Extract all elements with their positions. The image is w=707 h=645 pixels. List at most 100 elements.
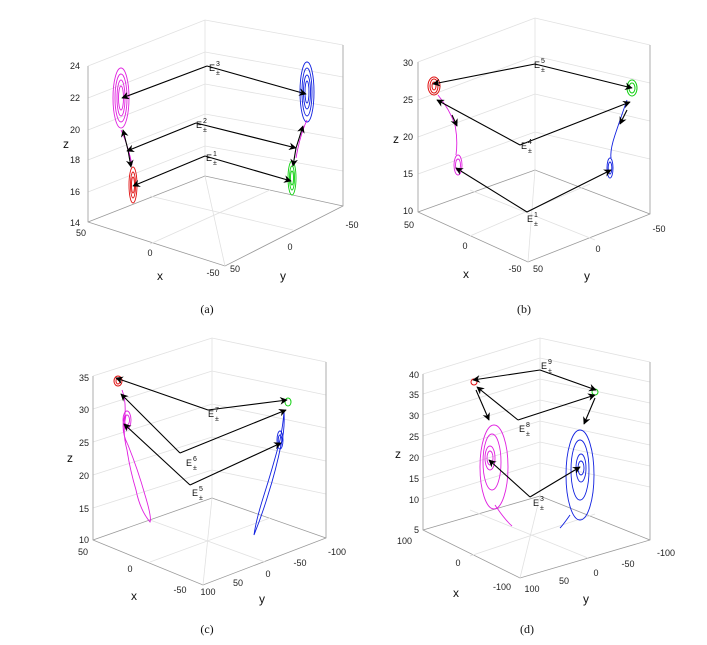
svg-text:±: ± [528,148,532,155]
svg-text:±: ± [216,70,220,77]
panel-c-ytick: 100 [200,587,215,597]
svg-text:E: E [208,409,214,419]
panel-a-ytick: 50 [230,264,240,274]
panel-c-attractor-green [284,397,292,407]
panel-c-ytick: 50 [233,578,243,588]
panel-d: 40 35 30 25 20 15 10 5 100 0 -100 -100 -… [395,337,675,636]
panel-d-eq-label: E 9 ± [541,359,552,375]
panel-a-xlabel: x [157,269,163,283]
svg-text:±: ± [541,67,545,74]
panel-a-ytick: 0 [287,242,292,252]
panel-a-box [87,19,344,267]
svg-text:4: 4 [528,139,532,146]
panel-d-ztick: 25 [409,432,419,442]
panel-c-box [92,337,327,586]
panel-d-ytick: -50 [621,559,634,569]
panel-b-ztick: 10 [403,206,413,216]
svg-text:±: ± [203,127,207,134]
svg-text:±: ± [199,495,203,502]
svg-text:E: E [534,60,540,70]
svg-text:E: E [206,153,212,163]
panel-b-zlabel: z [393,132,399,146]
panel-a-ztick: 22 [70,93,80,103]
panel-c-xlabel: x [131,589,137,603]
svg-text:E: E [196,120,202,130]
panel-b-ztick: 25 [403,95,413,105]
panel-d-zlabel: z [395,447,401,461]
svg-text:E: E [527,214,533,224]
panel-a-caption: (a) [200,302,213,316]
panel-d-ztick: 5 [414,525,419,535]
svg-text:2: 2 [203,118,207,125]
panel-d-xtick: -100 [493,582,511,592]
panel-d-xtick: 100 [397,536,412,546]
svg-text:±: ± [548,368,552,375]
panel-a-ztick: 16 [70,187,80,197]
panel-a-ylabel: y [280,269,286,283]
panel-d-ztick: 30 [409,411,419,421]
panel-c-eq-label: E 5 ± [192,486,203,502]
panel-b-ytick: 50 [533,264,543,274]
panel-c-ytick: -100 [328,547,346,557]
panel-d-ztick: 20 [409,453,419,463]
svg-text:±: ± [215,416,219,423]
panel-b-ztick: 30 [403,58,413,68]
panel-c-xtick: 0 [127,564,132,574]
panel-c-eq-label: E 6 ± [186,456,197,472]
svg-text:E: E [533,498,539,508]
panel-a-zlabel: z [63,137,69,151]
panel-a-xtick: 50 [76,228,86,238]
panel-d-ztick: 15 [409,474,419,484]
panel-c-xtick: 50 [78,547,88,557]
panel-a-ztick: 24 [70,61,80,71]
panel-a-xtick: 0 [147,248,152,258]
panel-a-ytick: -50 [345,220,358,230]
panel-c-attractor-red [113,375,123,387]
panel-d-attractor-blue [559,429,595,529]
svg-text:±: ± [193,465,197,472]
panel-c-ytick: 0 [265,569,270,579]
panel-d-box [422,337,651,579]
panel-b-eq-label: E 5 ± [534,58,545,74]
svg-text:1: 1 [213,151,217,158]
panel-b-caption: (b) [517,302,531,316]
panel-d-ylabel: y [583,592,589,606]
panel-b-attractor-blue [606,99,628,179]
svg-text:E: E [521,141,527,151]
panel-d-xtick: 0 [455,558,460,568]
panel-d-ytick: 100 [524,584,539,594]
panel-a-attractor-green [287,160,297,196]
panel-a: 24 22 20 18 16 14 50 0 -50 -50 0 50 z x … [63,19,359,316]
panel-a-ztick: 18 [70,155,80,165]
panel-b-ytick: -50 [652,224,665,234]
panel-a-attractor-magenta [112,67,130,129]
panel-b-xlabel: x [463,267,469,281]
panel-a-ztick: 14 [70,218,80,228]
panel-b-xtick: 50 [404,220,414,230]
svg-text:9: 9 [548,359,552,366]
panel-b-attractor-red [427,76,441,96]
svg-text:E: E [519,424,525,434]
panel-c-xtick: -50 [173,585,186,595]
svg-text:E: E [541,361,547,371]
panel-d-ytick: -100 [657,548,675,558]
svg-text:±: ± [534,221,538,228]
svg-text:5: 5 [199,486,203,493]
svg-text:E: E [186,458,192,468]
panel-c-ylabel: y [259,592,265,606]
panel-c-ztick: 35 [79,373,89,383]
panel-b-xtick: 0 [462,241,467,251]
svg-text:±: ± [540,505,544,512]
panel-d-ytick: 0 [593,568,598,578]
panel-a-eq-label: E 1 ± [206,151,217,167]
panel-c-ytick: -50 [293,558,306,568]
panel-c-caption: (c) [200,622,213,636]
panel-c: 35 30 25 20 15 10 50 0 -50 -100 -50 0 50… [67,337,346,636]
svg-text:8: 8 [526,422,530,429]
panel-d-ztick: 10 [409,495,419,505]
panel-d-attractor-magenta [479,424,513,527]
panel-d-caption: (d) [520,622,534,636]
panel-d-ztick: 35 [409,390,419,400]
panel-a-eq-label: E 2 ± [196,118,207,134]
